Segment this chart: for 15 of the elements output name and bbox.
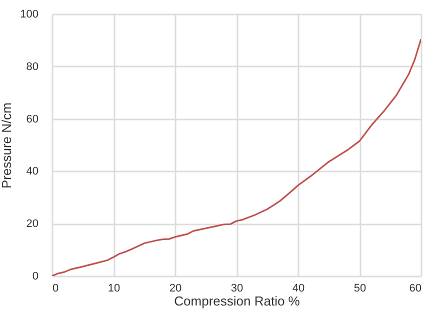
x-tick-label: 50 [354,282,366,294]
x-axis-title: Compression Ratio % [174,294,300,308]
x-tick-label: 10 [108,282,120,294]
y-tick-label: 100 [20,8,38,20]
y-tick-label: 60 [26,113,38,126]
x-tick-label: 0 [52,282,59,294]
y-tick-label: 40 [26,166,38,178]
y-tick-label: 0 [32,270,38,282]
x-tick-label: 40 [292,282,305,294]
x-tick-label: 30 [230,282,244,294]
y-axis-title: Pressure N/cm [0,102,14,188]
y-tick-label: 20 [26,218,38,230]
x-tick-label: 20 [169,282,182,294]
x-tick-label: 60 [409,282,422,294]
y-tick-label: 80 [26,60,38,73]
